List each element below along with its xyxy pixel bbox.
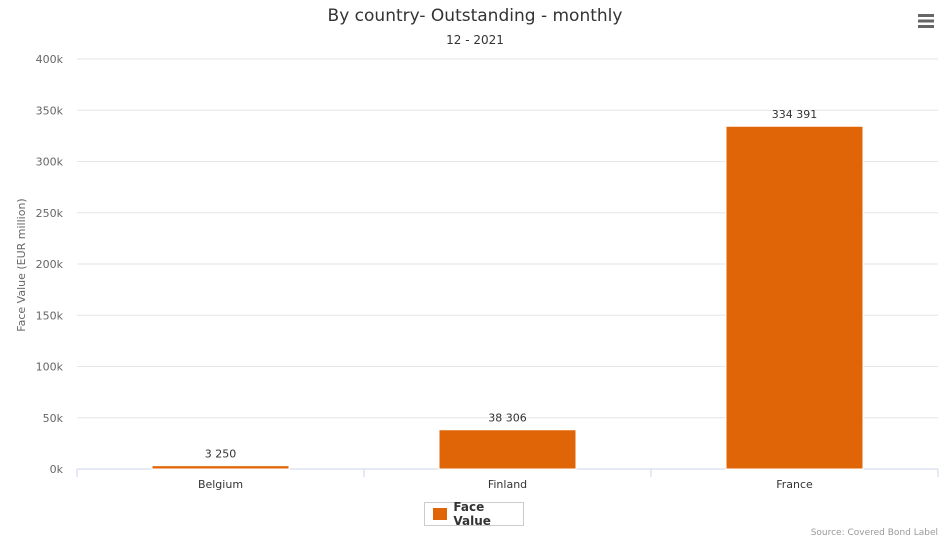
y-tick-label: 400k xyxy=(36,53,64,66)
y-tick-label: 100k xyxy=(36,361,64,374)
bar-finland[interactable] xyxy=(438,429,577,470)
legend-swatch xyxy=(433,508,448,520)
x-tick-label: France xyxy=(776,478,813,491)
y-tick-label: 250k xyxy=(36,207,64,220)
y-tick-label: 150k xyxy=(36,309,64,322)
credits: Source: Covered Bond Label xyxy=(810,528,938,538)
x-tick-label: Belgium xyxy=(198,478,243,491)
data-label: 3 250 xyxy=(205,448,237,461)
data-labels: 3 250 38 306 334 391 xyxy=(205,108,818,460)
y-tick-label: 200k xyxy=(36,258,64,271)
legend-item-face-value[interactable]: Face Value xyxy=(424,500,524,528)
data-label: 38 306 xyxy=(488,412,527,425)
bars xyxy=(151,125,864,470)
y-axis-title: Face Value (EUR million) xyxy=(15,198,28,331)
x-axis-ticks: Belgium Finland France xyxy=(76,469,939,491)
bar-france[interactable] xyxy=(725,125,864,470)
y-axis-ticks: 0k 50k 100k 150k 200k 250k 300k 350k 400k xyxy=(36,53,64,476)
hamburger-menu-icon[interactable] xyxy=(914,10,940,32)
bar-belgium[interactable] xyxy=(151,465,290,470)
y-tick-label: 0k xyxy=(50,463,64,476)
x-tick-label: Finland xyxy=(488,478,527,491)
y-tick-label: 300k xyxy=(36,156,64,169)
y-tick-label: 350k xyxy=(36,104,64,117)
legend-label: Face Value xyxy=(453,500,491,528)
y-tick-label: 50k xyxy=(43,412,64,425)
chart-title: By country- Outstanding - monthly xyxy=(327,6,623,26)
chart-subtitle: 12 - 2021 xyxy=(446,33,504,47)
data-label: 334 391 xyxy=(772,108,818,121)
